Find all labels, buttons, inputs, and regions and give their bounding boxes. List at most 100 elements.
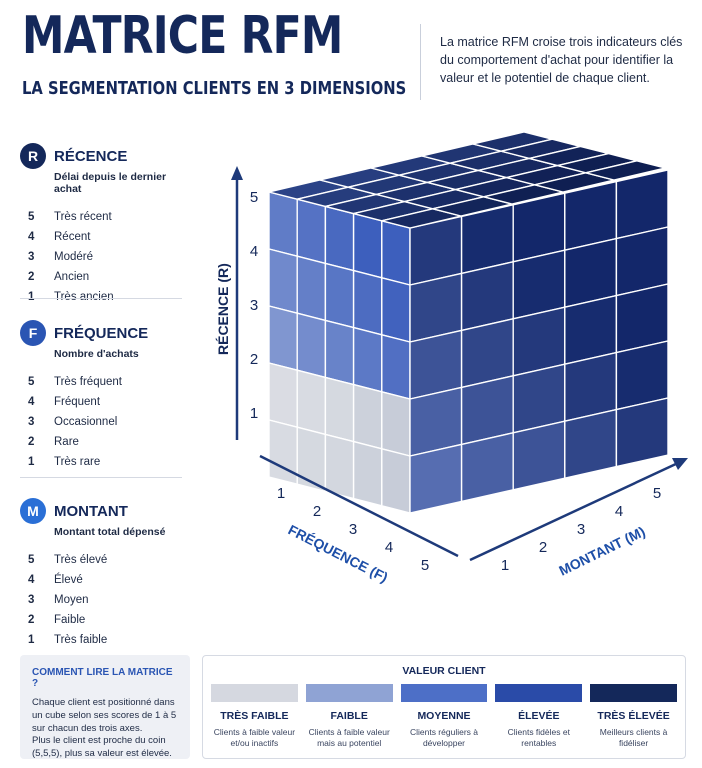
cube-cell-left — [268, 248, 298, 315]
list-item: 1 Très faible — [28, 634, 108, 646]
cube-cell-left — [381, 276, 411, 343]
list-item: 4 Fréquent — [28, 396, 101, 408]
axis-m-label: MONTANT (M) — [556, 523, 647, 579]
axis-f-label: FRÉQUENCE (F) — [286, 521, 391, 585]
list-item: 1 Très ancien — [28, 291, 114, 303]
badge-f: F — [20, 320, 46, 346]
cube-axes — [231, 166, 688, 562]
legend-swatch — [305, 684, 393, 702]
howto-text-1: Chaque client est positionné dans un cub… — [32, 697, 177, 734]
cube-cell-left — [268, 419, 298, 486]
tick-label-f: 3 — [349, 521, 357, 538]
cube-cell-left — [296, 255, 327, 322]
cube-cell-left — [352, 326, 383, 393]
rfm-cube-diagram: RÉCENCE (R) FRÉQUENCE (F) MONTANT (M) 1 2… — [215, 131, 688, 585]
cube-cell-right — [409, 443, 463, 514]
list-item: 5 Très fréquent — [28, 376, 122, 388]
cube-cell-left — [352, 383, 383, 450]
cube-cells — [268, 131, 669, 514]
divider — [20, 477, 182, 478]
dimension-subtitle: Montant total dépensé — [54, 526, 166, 538]
cube-cell-left — [381, 219, 411, 286]
list-item: 3 Modéré — [28, 251, 93, 263]
legend-item: ÉLEVÉE Clients fidèles et rentables — [495, 684, 583, 749]
legend-item: MOYENNE Clients réguliers à développer — [400, 684, 488, 749]
howto-panel: COMMENT LIRE LA MATRICE ? Chaque client … — [20, 655, 190, 759]
cube-cell-left — [324, 205, 355, 272]
cube-cell-left — [324, 433, 355, 500]
legend-item: FAIBLE Clients à faible valeur mais au p… — [305, 684, 393, 749]
dimension-title: MONTANT — [54, 502, 128, 520]
divider — [20, 298, 182, 299]
m-ticks: 1 2 3 4 5 — [501, 485, 661, 574]
tick-label-m: 4 — [615, 503, 623, 520]
tick-label-r: 1 — [250, 405, 258, 422]
cube-cell-left — [381, 333, 411, 400]
howto-title: COMMENT LIRE LA MATRICE ? — [32, 667, 173, 689]
badge-m: M — [20, 498, 46, 524]
tick-label-f: 5 — [421, 557, 429, 574]
axis-f-line — [259, 454, 459, 558]
cube-cell-left — [296, 312, 327, 379]
axis-m-arrow — [672, 458, 688, 470]
list-item: 4 Récent — [28, 231, 91, 243]
page-subtitle: LA SEGMENTATION CLIENTS EN 3 DIMENSIONS — [22, 78, 407, 99]
r-ticks: 1 2 3 4 5 — [250, 189, 258, 422]
cube-cell-left — [381, 390, 411, 457]
legend-item: TRÈS FAIBLE Clients à faible valeur et/o… — [211, 684, 298, 749]
legend-desc: Clients à faible valeur et/ou inactifs — [213, 727, 296, 749]
list-item: 2 Ancien — [28, 271, 90, 283]
cube-cell-left — [296, 198, 327, 265]
cube-cell-top — [585, 160, 666, 181]
tick-label-m: 1 — [501, 557, 509, 574]
legend-desc: Clients à faible valeur mais au potentie… — [308, 727, 390, 749]
tick-label-f: 1 — [277, 485, 285, 502]
dimension-title: FRÉQUENCE — [54, 324, 149, 342]
cube-cell-left — [296, 369, 327, 436]
page-title: MATRICE RFM — [22, 6, 343, 66]
legend-swatch — [211, 684, 298, 702]
legend-label: ÉLEVÉE — [518, 710, 560, 722]
cube-cell-right — [615, 397, 669, 468]
legend-swatch — [495, 684, 583, 702]
f-ticks: 1 2 3 4 5 — [277, 485, 429, 574]
tick-label-r: 4 — [250, 243, 258, 260]
cube-cell-right — [460, 431, 514, 503]
axis-r-arrow — [231, 166, 243, 180]
intro-divider — [420, 24, 421, 100]
tick-label-f: 2 — [313, 503, 321, 520]
legend-label: MOYENNE — [417, 710, 471, 722]
howto-text-2: Plus le client est proche du coin (5,5,5… — [32, 735, 172, 760]
cube-cell-left — [352, 440, 383, 507]
legend-desc: Meilleurs clients à fidéliser — [599, 727, 668, 749]
value-legend: VALEUR CLIENT TRÈS FAIBLE Clients à faib… — [202, 655, 686, 759]
list-item: 5 Très récent — [28, 211, 112, 223]
cube-cell-right — [564, 408, 618, 480]
legend-label: FAIBLE — [330, 710, 368, 722]
list-item: 2 Faible — [28, 614, 86, 626]
list-item: 1 Très rare — [28, 456, 101, 468]
list-item: 4 Élevé — [28, 574, 83, 586]
dimension-subtitle: Nombre d'achats — [54, 348, 139, 360]
tick-label-r: 2 — [250, 351, 258, 368]
tick-label-m: 2 — [539, 539, 547, 556]
dimension-montant: M MONTANT Montant total dépensé 5 Très él… — [20, 498, 190, 650]
dimension-subtitle: Délai depuis le dernier achat — [54, 171, 167, 195]
cube-cell-left — [381, 447, 411, 514]
list-item: 3 Moyen — [28, 594, 89, 606]
dimension-recence: R RÉCENCE Délai depuis le dernier achat … — [20, 143, 190, 307]
legend-desc: Clients réguliers à développer — [409, 727, 478, 749]
cube-cell-left — [268, 305, 298, 372]
list-item: 5 Très élevé — [28, 554, 108, 566]
tick-label-r: 5 — [250, 189, 258, 206]
cube-cell-left — [352, 212, 383, 279]
tick-label-f: 4 — [385, 539, 393, 556]
tick-label-m: 5 — [653, 485, 661, 502]
tick-label-m: 3 — [577, 521, 585, 538]
legend-label: TRÈS FAIBLE — [220, 710, 289, 722]
cube-cell-left — [268, 191, 298, 258]
badge-r: R — [20, 143, 46, 169]
cube-cell-left — [324, 319, 355, 386]
legend-swatch — [400, 684, 488, 702]
legend-item: TRÈS ÉLEVÉE Meilleurs clients à fidélise… — [590, 684, 677, 749]
